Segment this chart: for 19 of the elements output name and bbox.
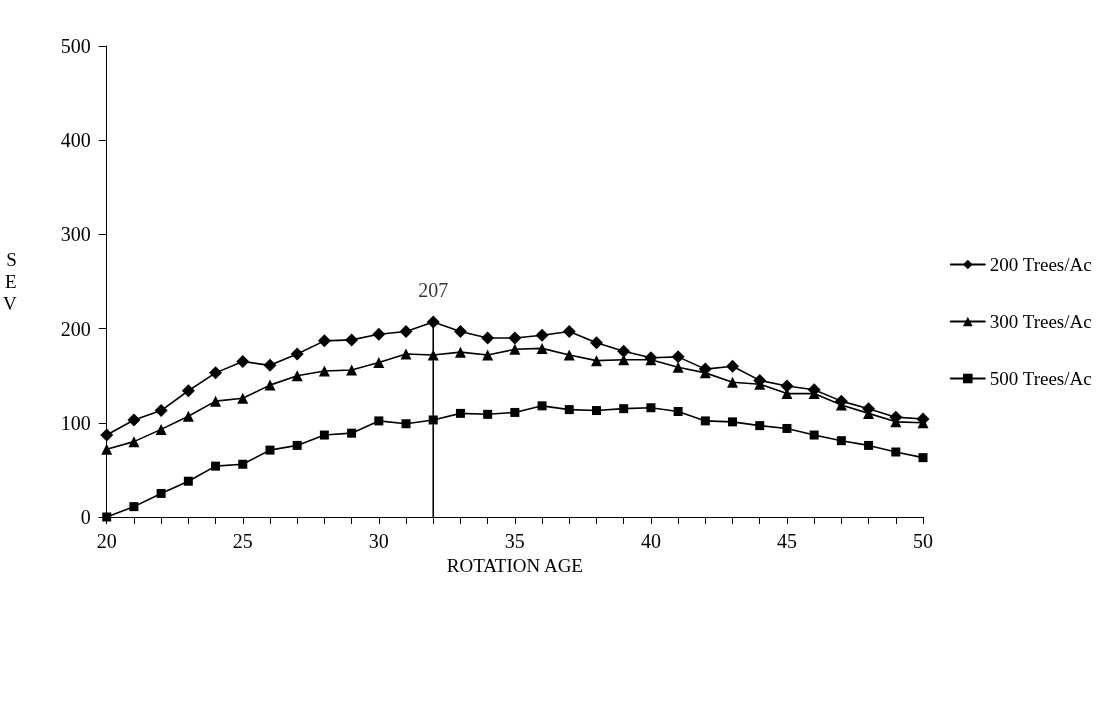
x-tick-label: 20 xyxy=(96,530,117,552)
x-axis-title: ROTATION AGE xyxy=(446,554,583,576)
x-tick-label: 30 xyxy=(368,530,389,552)
x-tick-label: 40 xyxy=(640,530,661,552)
x-tick-label: 45 xyxy=(776,530,797,552)
y-tick-label: 200 xyxy=(60,317,91,340)
y-tick-label: 300 xyxy=(60,223,91,246)
legend-label: 200 Trees/Ac xyxy=(989,254,1092,275)
y-tick-label: 0 xyxy=(80,506,91,528)
x-tick-label: 35 xyxy=(504,530,525,552)
y-tick-label: 100 xyxy=(60,411,91,434)
x-tick-label: 25 xyxy=(232,530,253,552)
legend-label: 500 Trees/Ac xyxy=(989,368,1092,389)
y-tick-label: 500 xyxy=(60,35,91,57)
legend-label: 300 Trees/Ac xyxy=(989,311,1092,332)
y-tick-label: 400 xyxy=(60,129,91,152)
annotation: 207 xyxy=(418,279,449,302)
y-axis-title: SEV xyxy=(2,249,17,314)
x-tick-label: 50 xyxy=(913,530,933,552)
